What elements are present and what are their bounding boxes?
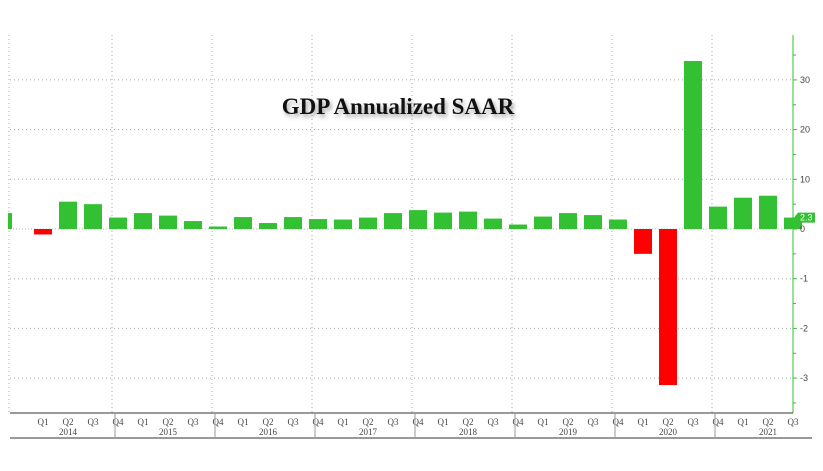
- x-tick-label: Q1: [638, 417, 649, 427]
- bar: [409, 210, 427, 229]
- x-tick-label: Q3: [688, 417, 699, 427]
- bar: [434, 212, 452, 229]
- x-tick-label: Q2: [763, 417, 774, 427]
- bar: [159, 215, 177, 229]
- y-tick-label: -1: [800, 274, 808, 284]
- x-tick-label: Q4: [413, 417, 424, 427]
- x-year-label: 2015: [159, 427, 178, 437]
- x-tick-label: Q1: [538, 417, 549, 427]
- x-tick-label: Q3: [88, 417, 99, 427]
- bar: [734, 197, 752, 229]
- bar: [509, 224, 527, 229]
- x-tick-label: Q4: [713, 417, 724, 427]
- bars: [8, 61, 802, 386]
- x-year-label: 2019: [559, 427, 578, 437]
- y-axis: 30 20 10 0 -1 -2 -3 2.3: [792, 35, 815, 413]
- x-tick-label: Q1: [738, 417, 749, 427]
- bar: [684, 61, 702, 229]
- y-tick-label: -2: [800, 323, 808, 333]
- x-tick-label: Q2: [463, 417, 474, 427]
- bar: [84, 204, 102, 229]
- x-tick-label: Q4: [513, 417, 524, 427]
- x-tick-label: Q4: [113, 417, 124, 427]
- x-tick-label: Q3: [788, 417, 799, 427]
- y-tick-label: 0: [800, 224, 805, 234]
- x-tick-label: Q2: [163, 417, 174, 427]
- x-tick-label: Q2: [563, 417, 574, 427]
- chart-title: GDP Annualized SAAR: [282, 94, 515, 119]
- bar: [334, 219, 352, 229]
- x-tick-label: Q1: [138, 417, 149, 427]
- x-year-label: 2016: [259, 427, 278, 437]
- x-tick-label: Q2: [363, 417, 374, 427]
- bar: [184, 221, 202, 229]
- bar: [709, 206, 727, 229]
- x-tick-label: Q3: [388, 417, 399, 427]
- x-year-label: 2021: [759, 427, 777, 437]
- bar: [109, 217, 127, 229]
- x-tick-label: Q1: [238, 417, 249, 427]
- x-tick-label: Q3: [588, 417, 599, 427]
- bar: [484, 218, 502, 229]
- x-tick-label: Q2: [663, 417, 674, 427]
- bar: [259, 223, 277, 229]
- x-tick-label: Q2: [263, 417, 274, 427]
- bar: [659, 229, 677, 386]
- bar: [759, 195, 777, 229]
- x-axis: Q1 Q2 Q3 Q4 Q1 Q2 Q3 Q4 Q1 Q2 Q3 Q4 Q1 Q2 Q3 Q4 Q1 Q2 Q3 Q4…: [10, 412, 812, 439]
- bar: [234, 217, 252, 229]
- bar: [134, 213, 152, 229]
- x-year-label: 2017: [359, 427, 378, 437]
- y-tick-label: 10: [800, 174, 810, 184]
- x-tick-label: Q1: [438, 417, 449, 427]
- x-tick-label: Q4: [213, 417, 224, 427]
- bar: [609, 219, 627, 229]
- bar: [634, 229, 652, 254]
- bar: [34, 229, 52, 235]
- x-tick-label: Q1: [338, 417, 349, 427]
- bar: [559, 213, 577, 229]
- bar: [284, 217, 302, 229]
- x-year-label: 2014: [59, 427, 78, 437]
- bar: [359, 217, 377, 229]
- x-tick-label: Q3: [288, 417, 299, 427]
- bar: [8, 213, 12, 229]
- last-value-tag: [794, 212, 815, 223]
- x-tick-label: Q4: [313, 417, 324, 427]
- last-value-label: 2.3: [800, 213, 813, 223]
- x-tick-label: Q2: [63, 417, 74, 427]
- bar: [59, 201, 77, 229]
- bar: [384, 213, 402, 229]
- bar: [584, 215, 602, 229]
- x-tick-label: Q1: [38, 417, 49, 427]
- x-year-label: 2020: [659, 427, 678, 437]
- x-tick-label: Q4: [613, 417, 624, 427]
- y-tick-label: 30: [800, 75, 810, 85]
- bar: [534, 216, 552, 229]
- x-tick-label: Q3: [188, 417, 199, 427]
- bar: [459, 211, 477, 229]
- x-year-label: 2018: [459, 427, 478, 437]
- y-tick-label: 20: [800, 125, 810, 135]
- y-tick-label: -3: [800, 373, 808, 383]
- bar: [309, 219, 327, 229]
- bar: [209, 226, 227, 229]
- x-tick-label: Q3: [488, 417, 499, 427]
